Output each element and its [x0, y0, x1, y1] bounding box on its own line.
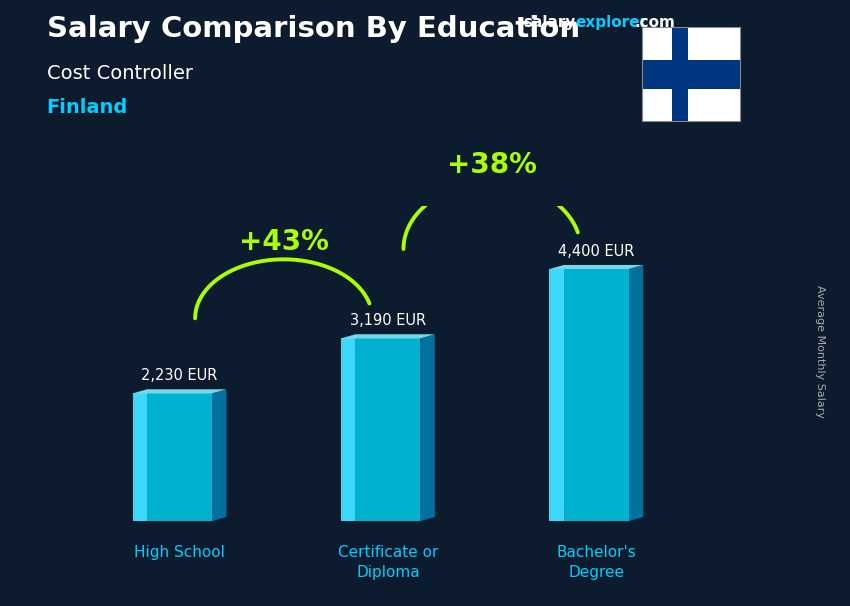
Polygon shape: [212, 389, 226, 521]
Polygon shape: [549, 265, 643, 269]
Text: +43%: +43%: [239, 228, 329, 256]
Bar: [549, 269, 628, 521]
Text: 2,230 EUR: 2,230 EUR: [141, 368, 218, 383]
Polygon shape: [420, 335, 434, 521]
Text: 4,400 EUR: 4,400 EUR: [558, 244, 634, 259]
Bar: [133, 393, 212, 521]
Text: Cost Controller: Cost Controller: [47, 64, 193, 82]
Bar: [341, 338, 420, 521]
Bar: [341, 338, 355, 521]
Polygon shape: [628, 265, 643, 521]
Text: salary: salary: [523, 15, 575, 30]
Text: Average Monthly Salary: Average Monthly Salary: [815, 285, 825, 418]
Polygon shape: [341, 335, 434, 338]
Bar: [133, 393, 147, 521]
Text: Salary Comparison By Education: Salary Comparison By Education: [47, 15, 580, 43]
Bar: [642, 60, 740, 88]
Text: High School: High School: [134, 545, 225, 560]
Text: .com: .com: [634, 15, 675, 30]
Text: 3,190 EUR: 3,190 EUR: [350, 313, 426, 328]
Text: Certificate or
Diploma: Certificate or Diploma: [337, 545, 438, 580]
Text: Bachelor's
Degree: Bachelor's Degree: [557, 545, 636, 580]
Text: +38%: +38%: [447, 152, 537, 179]
Bar: [672, 27, 688, 121]
Bar: [549, 269, 564, 521]
Text: Finland: Finland: [47, 98, 128, 117]
Polygon shape: [133, 389, 226, 393]
Text: explorer: explorer: [575, 15, 648, 30]
